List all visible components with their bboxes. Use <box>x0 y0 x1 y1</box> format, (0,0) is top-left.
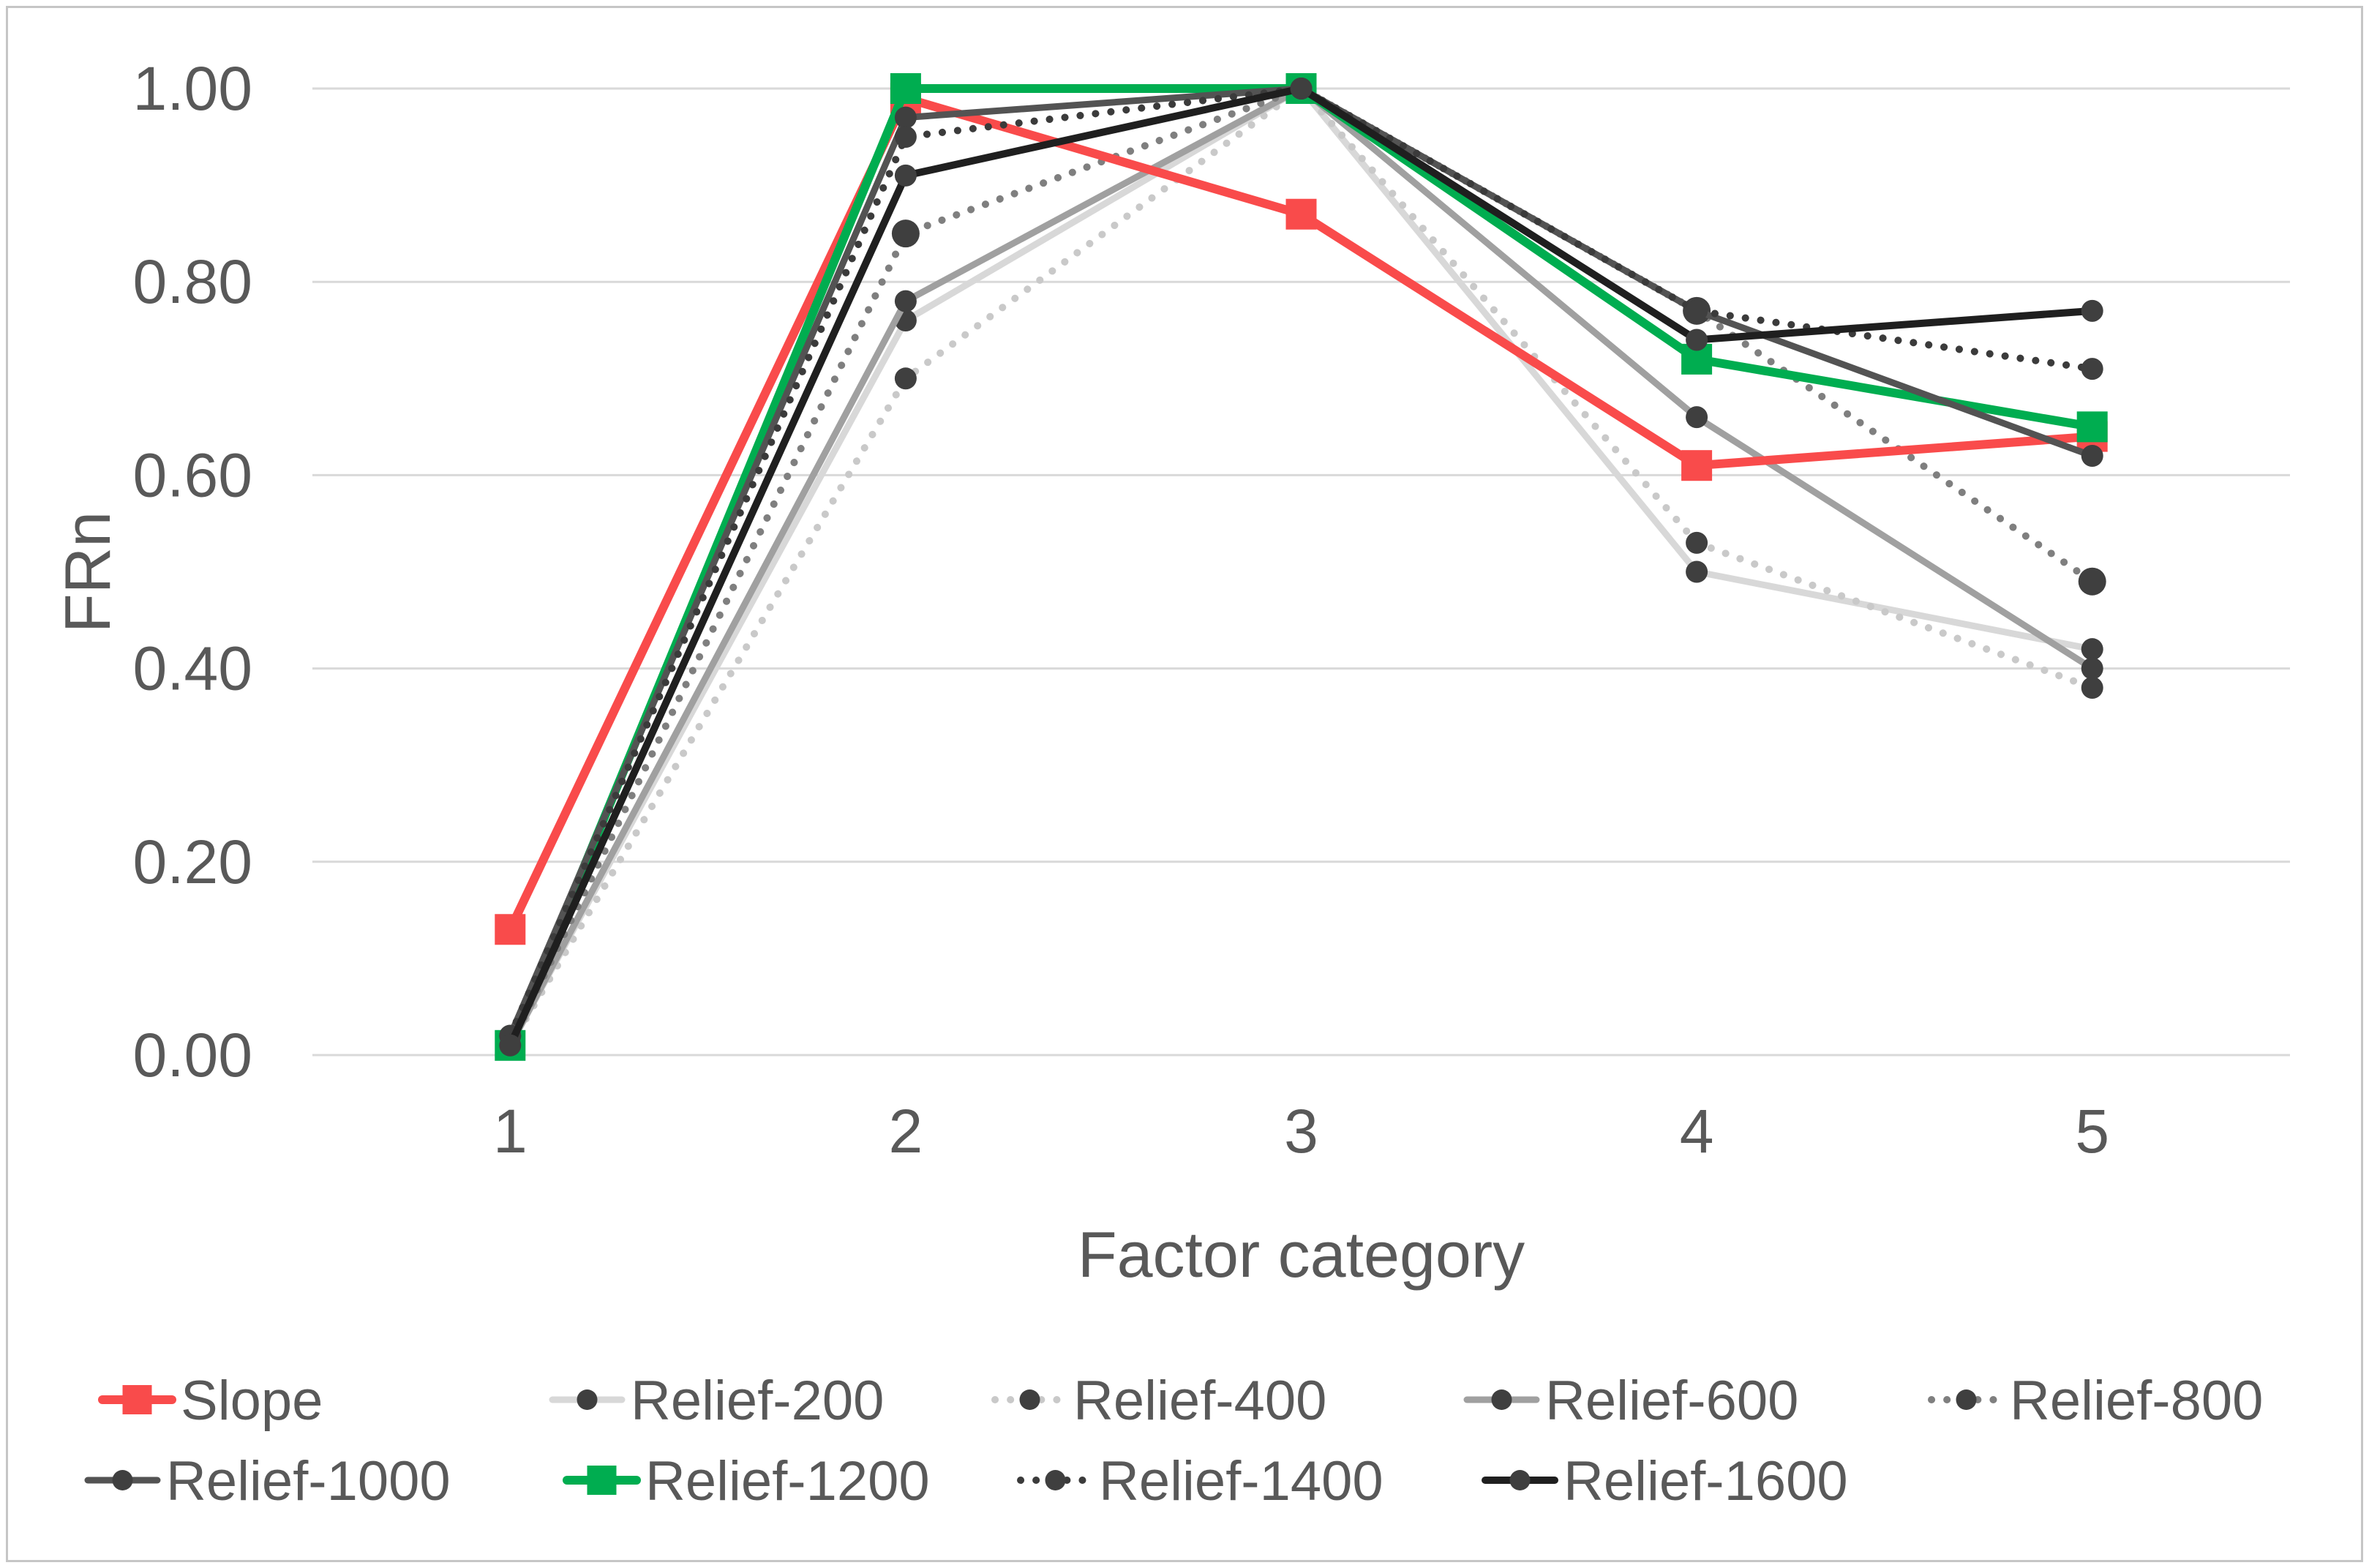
data-point-relief-1400 <box>1686 299 1708 322</box>
data-point-relief-1200 <box>2076 411 2108 443</box>
data-point-slope <box>1681 450 1713 481</box>
legend-label-relief-1200: Relief-1200 <box>645 1450 930 1512</box>
data-point-relief-600 <box>1686 406 1708 429</box>
legend-label-relief-800: Relief-800 <box>2010 1370 2263 1432</box>
legend-marker-relief-600 <box>1491 1389 1512 1410</box>
series-line-relief-400 <box>506 85 2096 1049</box>
y-tick-label: 1.00 <box>133 54 253 123</box>
data-point-relief-600 <box>2081 657 2103 680</box>
data-point-slope <box>1285 198 1317 230</box>
legend-marker-relief-1600 <box>1509 1470 1531 1490</box>
data-point-relief-1600 <box>1686 329 1708 351</box>
x-axis-title: Factor category <box>1078 1218 1525 1291</box>
data-point-relief-1400 <box>2081 358 2103 380</box>
x-tick-label: 2 <box>889 1097 923 1166</box>
data-point-relief-400 <box>2081 677 2103 699</box>
data-point-relief-1400 <box>894 126 917 149</box>
data-point-relief-1600 <box>499 1034 522 1057</box>
data-point-relief-400 <box>894 367 917 390</box>
x-tick-label: 1 <box>493 1097 528 1166</box>
data-point-relief-800 <box>2078 567 2106 596</box>
legend-marker-slope <box>122 1385 152 1414</box>
x-tick-label: 5 <box>2075 1097 2109 1166</box>
data-point-relief-600 <box>894 290 917 312</box>
data-point-relief-800 <box>891 220 920 248</box>
y-tick-label: 0.60 <box>133 440 253 509</box>
y-tick-label: 0.00 <box>133 1021 253 1089</box>
legend-marker-relief-1000 <box>112 1470 133 1490</box>
data-point-relief-1000 <box>2081 444 2103 467</box>
legend-label-relief-1000: Relief-1000 <box>166 1450 451 1512</box>
x-tick-label: 4 <box>1680 1097 1714 1166</box>
data-point-relief-1600 <box>1290 78 1313 100</box>
legend-marker-relief-1400 <box>1045 1470 1066 1490</box>
legend-marker-relief-400 <box>1019 1389 1040 1410</box>
legend-marker-relief-1200 <box>587 1466 617 1495</box>
y-tick-label: 0.80 <box>133 247 253 316</box>
legend-label-relief-1600: Relief-1600 <box>1563 1450 1848 1512</box>
legend-label-relief-200: Relief-200 <box>631 1370 884 1432</box>
legend-label-relief-400: Relief-400 <box>1073 1370 1326 1432</box>
data-point-relief-400 <box>1686 531 1708 554</box>
data-point-slope <box>495 914 526 945</box>
legend-label-relief-1400: Relief-1400 <box>1099 1450 1384 1512</box>
y-tick-label: 0.40 <box>133 634 253 703</box>
x-tick-label: 3 <box>1284 1097 1318 1166</box>
data-point-relief-1600 <box>894 164 917 187</box>
series-line-relief-800 <box>506 85 2096 1049</box>
series-line-relief-600 <box>506 85 2096 1049</box>
legend-label-slope: Slope <box>181 1370 323 1432</box>
y-axis-title: FRn <box>51 511 124 633</box>
data-point-relief-200 <box>2081 638 2103 661</box>
legend-marker-relief-800 <box>1956 1389 1977 1410</box>
data-point-relief-200 <box>1686 560 1708 583</box>
series-line-relief-1200 <box>506 84 2097 1050</box>
series-line-relief-1600 <box>506 85 2096 1049</box>
data-point-relief-1600 <box>2081 299 2103 322</box>
data-point-relief-1200 <box>890 73 921 104</box>
series-line-relief-200 <box>506 85 2096 1049</box>
y-tick-label: 0.20 <box>133 828 253 896</box>
data-point-relief-1000 <box>894 106 917 129</box>
legend-marker-relief-200 <box>577 1389 598 1410</box>
legend-label-relief-600: Relief-600 <box>1545 1370 1798 1432</box>
